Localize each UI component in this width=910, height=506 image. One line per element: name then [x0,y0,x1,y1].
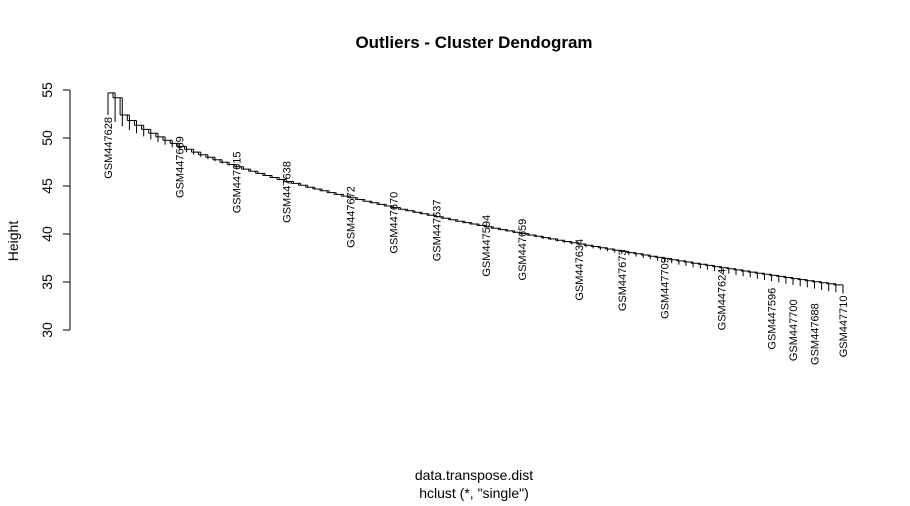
leaf-label: GSM447637 [431,200,443,262]
leaf-label: GSM447669 [174,136,186,198]
leaf-label: GSM447624 [717,269,729,331]
dendrogram-branches [107,92,844,294]
y-tick-label-3: 45 [39,178,55,194]
leaf-label: GSM447673 [617,249,629,311]
y-axis: 30 35 40 45 50 55 [39,82,71,338]
leaf-labels: GSM447628 GSM447669 GSM447615 GSM447638 GSM4… [103,117,850,365]
leaf-label: GSM447594 [481,215,493,277]
y-tick-label-1: 35 [39,274,55,290]
leaf-label: GSM447628 [103,117,115,179]
y-tick-label-2: 40 [39,226,55,242]
leaf-label: GSM447596 [767,288,779,350]
leaf-label: GSM447659 [517,219,529,281]
leaf-label: GSM447709 [660,257,672,319]
leaf-label: GSM447688 [810,303,822,365]
dendrogram-tree [107,92,844,294]
y-axis-label: Height [5,221,21,262]
y-tick-label-4: 50 [39,130,55,146]
y-tick-label-0: 30 [39,322,55,338]
leaf-label: GSM447638 [281,161,293,223]
leaf-label: GSM447634 [574,239,586,301]
x-axis-label: data.transpose.dist [415,467,533,483]
y-tick-label-5: 55 [39,82,55,98]
method-subtitle: hclust (*, "single") [419,485,529,501]
leaf-label: GSM447710 [838,296,850,358]
leaf-label: GSM447672 [346,186,358,248]
leaf-label: GSM447700 [788,299,800,361]
leaf-label: GSM447670 [388,192,400,254]
leaf-label: GSM447615 [231,152,243,214]
chart-title: Outliers - Cluster Dendogram [355,33,592,52]
